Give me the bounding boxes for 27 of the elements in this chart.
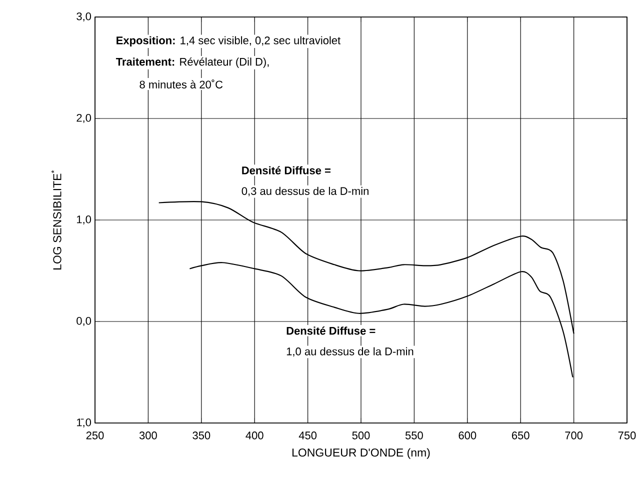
x-axis-title: LONGUEUR D'ONDE (nm) bbox=[292, 448, 430, 459]
annotation: 1,0 au dessus de la D-min bbox=[286, 347, 414, 357]
annotation: Densité Diffuse = bbox=[286, 326, 376, 335]
x-tick-label: 350 bbox=[192, 432, 210, 440]
x-tick-label: 400 bbox=[246, 432, 264, 440]
y-axis-title: LOG SENSIBILITE$^{*}$ bbox=[51, 170, 62, 270]
annotation: 0,3 au dessus de la D-min bbox=[242, 186, 368, 196]
line-series bbox=[158, 201, 574, 334]
annotation: Exposition: 1,4 sec visible, 0,2 sec ultraviolet bbox=[116, 36, 341, 46]
y-tick-label: 3,0 bbox=[76, 12, 92, 22]
x-tick-label: 600 bbox=[458, 432, 476, 440]
x-tick-label: 500 bbox=[352, 432, 370, 440]
x-tick-label: 750 bbox=[618, 432, 636, 440]
x-tick-label: 700 bbox=[565, 432, 583, 440]
annotation: 8 minutes à 20˚C bbox=[140, 80, 223, 88]
y-tick-label: 0,0 bbox=[76, 316, 92, 326]
x-tick-label: 650 bbox=[512, 432, 530, 440]
y-tick-label: 1̄,0 bbox=[77, 418, 92, 428]
x-tick-label: 450 bbox=[298, 432, 317, 440]
x-tick-label: 250 bbox=[86, 432, 104, 440]
annotation: Traitement: Révélateur (Dil D), bbox=[116, 57, 269, 68]
y-tick-label: 2,0 bbox=[76, 114, 92, 124]
x-tick-label: 550 bbox=[405, 432, 423, 440]
line-series bbox=[189, 262, 574, 378]
x-tick-label: 300 bbox=[139, 432, 157, 440]
y-tick-label: 1,0 bbox=[77, 215, 92, 225]
annotation: Densité Diffuse = bbox=[242, 166, 330, 174]
